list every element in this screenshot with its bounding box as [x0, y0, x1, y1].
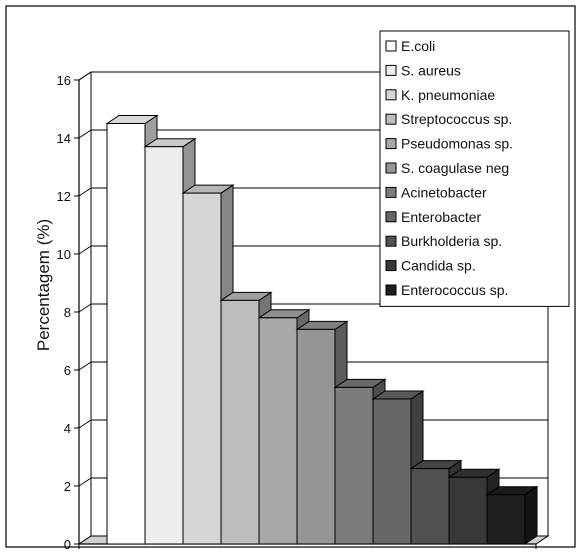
legend-label: S. coagulase neg: [401, 160, 509, 176]
bar-front: [486, 494, 526, 545]
legend-swatch: [385, 284, 397, 296]
gridline-side: [78, 187, 92, 197]
legend-swatch: [385, 64, 397, 76]
bar-front: [410, 468, 450, 545]
bar-front: [448, 476, 488, 545]
legend-swatch: [385, 235, 397, 247]
y-tick-label: 8: [64, 305, 71, 320]
y-tick-label: 14: [57, 131, 71, 146]
legend-item: Pseudomonas sp.: [385, 136, 513, 152]
legend-swatch: [385, 138, 397, 150]
bar-front: [144, 146, 184, 545]
legend-item: S. aureus: [385, 62, 461, 78]
bar-front: [258, 317, 298, 545]
legend-item: S. coagulase neg: [385, 160, 509, 176]
gridline-side: [78, 477, 92, 487]
y-tick-label: 12: [57, 189, 71, 204]
gridline-side: [78, 419, 92, 429]
bar-front: [182, 192, 222, 545]
legend-label: Streptococcus sp.: [401, 111, 512, 127]
legend-swatch: [385, 211, 397, 223]
bar-front: [296, 328, 336, 545]
legend-box: [379, 30, 570, 307]
bar-front: [372, 398, 412, 545]
legend-swatch: [385, 186, 397, 198]
y-tick-label: 16: [57, 73, 71, 88]
legend-label: Enterococcus sp.: [401, 282, 508, 298]
legend-swatch: [385, 89, 397, 101]
bar-front: [334, 386, 374, 545]
legend-label: Pseudomonas sp.: [401, 136, 513, 152]
legend-swatch: [385, 260, 397, 272]
legend-label: Candida sp.: [401, 258, 476, 274]
y-tick-label: 6: [64, 363, 71, 378]
y-tick-label: 4: [64, 421, 71, 436]
legend-item: Burkholderia sp.: [385, 233, 502, 249]
legend-label: E.coli: [401, 38, 435, 54]
legend-item: Streptococcus sp.: [385, 111, 512, 127]
gridline-side: [78, 245, 92, 255]
legend-item: E.coli: [385, 38, 435, 54]
legend-label: Burkholderia sp.: [401, 233, 502, 249]
legend-item: Enterococcus sp.: [385, 282, 508, 298]
legend-item: Candida sp.: [385, 258, 476, 274]
legend-item: Enterobacter: [385, 209, 481, 225]
y-tick-label: 0: [64, 537, 71, 552]
legend-label: Acinetobacter: [401, 184, 487, 200]
bar-front: [220, 299, 260, 545]
legend-label: S. aureus: [401, 62, 461, 78]
gridline-side: [78, 303, 92, 313]
legend-label: Enterobacter: [401, 209, 481, 225]
legend-swatch: [385, 113, 397, 125]
gridline-side: [78, 71, 92, 81]
gridline-side: [78, 129, 92, 139]
legend-item: K. pneumoniae: [385, 87, 495, 103]
bar-front: [106, 123, 146, 545]
legend-swatch: [385, 162, 397, 174]
bar-side: [524, 485, 538, 545]
y-tick-label: 10: [57, 247, 71, 262]
legend-swatch: [385, 40, 397, 52]
y-axis-label: Percentagem (%): [34, 219, 53, 351]
legend-label: K. pneumoniae: [401, 87, 495, 103]
legend-item: Acinetobacter: [385, 184, 487, 200]
y-tick-label: 2: [64, 479, 71, 494]
gridline-side: [78, 361, 92, 371]
bar: [485, 485, 539, 545]
